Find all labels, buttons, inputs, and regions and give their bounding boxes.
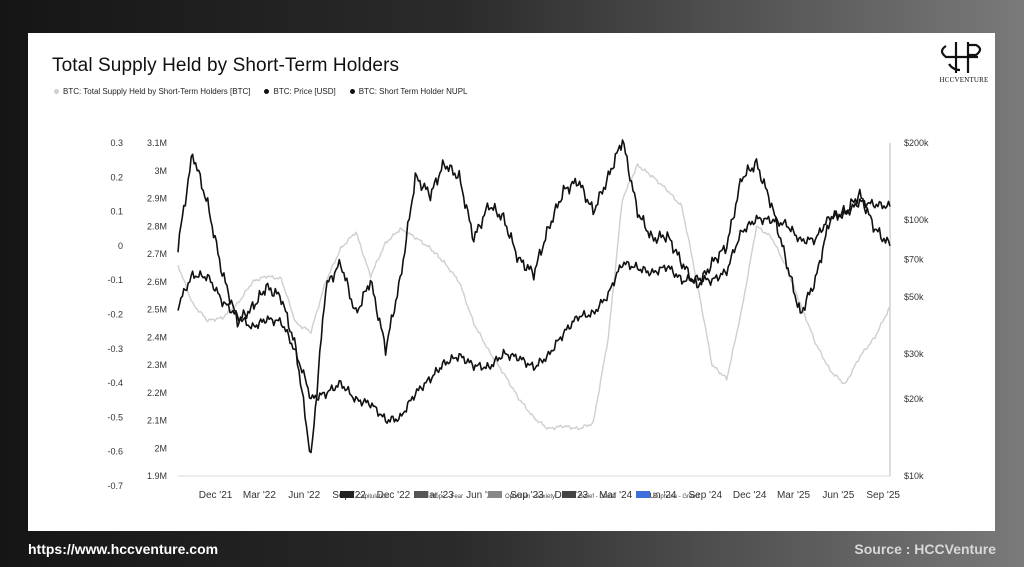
zone-legend-swatch (340, 491, 354, 498)
legend-label: BTC: Total Supply Held by Short-Term Hol… (63, 87, 251, 96)
x-axis-tick-label: Mar '22 (243, 490, 276, 501)
left-axis-tick-label: -0.2 (107, 310, 123, 320)
mid-axis-tick-label: 3M (154, 166, 167, 176)
mid-axis-tick-label: 1.9M (147, 471, 167, 481)
x-axis-tick-label: Jun '25 (822, 490, 854, 501)
chart-plot: 0.3 0.2 0.1 0 -0.1 -0.2 -0.3 -0.4 -0.5 -0.6 -0.7 3.… (107, 138, 929, 501)
mid-axis-tick-label: 2.7M (147, 249, 167, 259)
zone-legend-label: Capitulation (357, 494, 389, 500)
x-axis-tick-label: Sep '25 (866, 490, 900, 501)
x-axis-tick-label: Mar '25 (777, 490, 810, 501)
footer-source: Source : HCCVenture (854, 541, 996, 557)
legend-item-nupl[interactable]: BTC: Short Term Holder NUPL (349, 87, 468, 96)
series-line-nupl (177, 139, 891, 454)
x-axis-tick-label: Jun '24 (644, 490, 676, 501)
mid-axis-tick-label: 2.9M (147, 194, 167, 204)
logo-text: HCCVENTURE (939, 76, 989, 84)
right-axis-tick-label: $20k (904, 394, 924, 404)
x-axis-tick-label: Mar '23 (421, 490, 454, 501)
x-axis-tick-label: Sep '24 (688, 490, 722, 501)
footer-url-link[interactable]: https://www.hccventure.com (28, 541, 219, 557)
mid-axis-tick-label: 2.2M (147, 388, 167, 398)
left-axis-tick-label: 0 (118, 241, 123, 251)
legend-dot-dark-icon (349, 89, 355, 94)
mid-axis-tick-label: 2.5M (147, 305, 167, 315)
x-axis-tick-label: Jun '23 (466, 490, 498, 501)
right-axis-tick-label: $100k (904, 215, 929, 225)
left-axis-tick-label: -0.1 (107, 275, 123, 285)
mid-axis-tick-label: 2M (154, 443, 167, 453)
zone-legend-swatch (636, 491, 650, 498)
mid-axis-tick-label: 2.8M (147, 221, 167, 231)
left-axis-tick-label: -0.6 (107, 447, 123, 457)
zone-legend-swatch (414, 491, 428, 498)
x-axis-tick-label: Sep '23 (510, 490, 544, 501)
zone-legend-label: Belief - Denial (579, 494, 616, 500)
zone-legend-swatch (562, 491, 576, 498)
right-axis-tick-label: $10k (904, 471, 924, 481)
left-axis-tick-label: 0.2 (110, 172, 123, 182)
chart-card: Total Supply Held by Short-Term Holders … (28, 33, 995, 531)
logo-mark-icon (940, 42, 982, 73)
x-axis-tick-label: Dec '22 (377, 490, 411, 501)
x-axis-tick-label: Dec '21 (199, 490, 233, 501)
right-axis-tick-label: $50k (904, 292, 924, 302)
left-axis-tick-label: -0.3 (107, 344, 123, 354)
left-axis-tick-label: -0.7 (107, 481, 123, 491)
left-axis-tick-label: -0.5 (107, 412, 123, 422)
mid-axis-tick-label: 2.4M (147, 332, 167, 342)
hccventure-logo: HCCVENTURE (934, 39, 994, 87)
mid-axis-tick-label: 2.3M (147, 360, 167, 370)
zone-legend-swatch (488, 491, 502, 498)
x-axis-tick-label: Jun '22 (288, 490, 320, 501)
mid-axis-tick-label: 2.1M (147, 416, 167, 426)
series-line-sth-supply (177, 163, 891, 431)
legend-dot-light-icon (54, 89, 59, 94)
left-axis-tick-label: 0.3 (110, 138, 123, 148)
x-axis-tick-label: Dec '24 (733, 490, 767, 501)
chart-title: Total Supply Held by Short-Term Holders (52, 55, 400, 76)
right-axis-tick-label: $70k (904, 255, 924, 265)
zone-legend-label: Euphoria - Greed (653, 494, 699, 500)
legend-label: BTC: Short Term Holder NUPL (358, 87, 468, 96)
left-axis-tick-label: -0.4 (107, 378, 123, 388)
x-axis-tick-label: Mar '24 (599, 490, 632, 501)
left-axis-tick-label: 0.1 (110, 207, 123, 217)
legend-item-sth-supply[interactable]: BTC: Total Supply Held by Short-Term Hol… (54, 87, 250, 96)
legend-dot-dark-icon (264, 89, 270, 94)
chart-legend: BTC: Total Supply Held by Short-Term Hol… (54, 87, 468, 96)
legend-label: BTC: Price [USD] (273, 87, 336, 96)
zone-legend-label: Hope - Fear (431, 494, 463, 500)
mid-axis-tick-label: 2.6M (147, 277, 167, 287)
right-axis-tick-label: $200k (904, 138, 929, 148)
right-axis-tick-label: $30k (904, 349, 924, 359)
mid-axis-tick-label: 3.1M (147, 138, 167, 148)
legend-item-price[interactable]: BTC: Price [USD] (264, 87, 336, 96)
zone-legend-label: Optimism - Anxiety (505, 494, 555, 500)
